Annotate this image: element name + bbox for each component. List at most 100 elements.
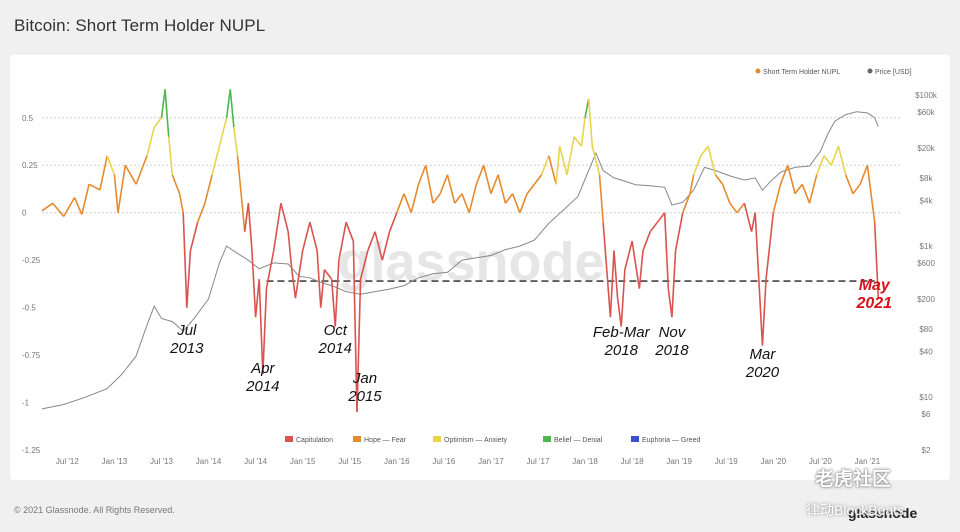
annotation-label: Apr 2014 xyxy=(245,360,279,395)
nupl-segment xyxy=(388,212,398,232)
left-axis-tick: -0.5 xyxy=(22,304,36,313)
nupl-segment xyxy=(403,193,413,213)
annotation-label: Feb-Mar 2018 xyxy=(593,324,651,359)
nupl-segment xyxy=(381,231,391,261)
legend-bottom-label: Optimism — Anxiety xyxy=(444,437,508,444)
nupl-segment xyxy=(642,231,651,251)
nupl-segment xyxy=(638,250,644,289)
nupl-segment xyxy=(721,183,731,204)
nupl-segment xyxy=(135,155,148,185)
nupl-segment xyxy=(367,231,376,251)
nupl-segment xyxy=(254,279,261,318)
nupl-segment xyxy=(356,279,362,413)
nupl-segment xyxy=(482,165,492,194)
nupl-segment xyxy=(624,240,633,270)
nupl-segment xyxy=(786,165,796,194)
chart-title: Bitcoin: Short Term Holder NUPL xyxy=(14,16,266,35)
nupl-segment xyxy=(526,183,535,195)
watermark-cn: 老虎社区 xyxy=(815,469,892,490)
nupl-segment xyxy=(182,212,188,308)
nupl-segment xyxy=(454,193,463,204)
brand-logo-text: glassnode xyxy=(848,505,918,521)
x-axis-tick: Jul '13 xyxy=(150,457,173,466)
nupl-segment xyxy=(754,212,760,280)
annotation-line: Oct xyxy=(324,322,348,339)
center-watermark: glassnode xyxy=(337,232,604,292)
annotation-line: Jul xyxy=(176,322,197,339)
x-axis-tick: Jan '17 xyxy=(478,457,504,466)
left-axis-tick: -0.75 xyxy=(22,351,41,360)
nupl-segment xyxy=(167,136,174,175)
left-axis-tick: 0.5 xyxy=(22,114,34,123)
nupl-segment xyxy=(359,250,369,280)
x-axis-tick: Jan '13 xyxy=(102,457,128,466)
nupl-segment xyxy=(729,202,738,214)
annotation-label: Jul 2013 xyxy=(169,322,204,357)
nupl-segment xyxy=(765,212,775,280)
right-axis-tick: $4k xyxy=(920,197,934,206)
legend-top-label: Price [USD] xyxy=(875,69,912,76)
nupl-segment xyxy=(236,155,242,194)
nupl-segment xyxy=(707,146,717,175)
nupl-segment xyxy=(859,164,869,185)
nupl-segment xyxy=(616,298,623,327)
nupl-segment xyxy=(468,184,478,213)
nupl-segment xyxy=(801,183,811,204)
nupl-segment xyxy=(178,193,184,213)
nupl-segment xyxy=(649,221,659,233)
nupl-segment xyxy=(761,279,767,346)
annotation-line: 2018 xyxy=(604,342,639,359)
nupl-segment xyxy=(410,184,420,213)
nupl-segment xyxy=(461,193,470,213)
chart-panel: glassnode 0.5 0.25 0 -0.25 -0.5 -0.75 -1 -1.25 $1… xyxy=(10,55,950,480)
nupl-segment xyxy=(548,155,557,185)
nupl-segment xyxy=(830,145,840,166)
nupl-segment xyxy=(287,231,293,270)
nupl-segment xyxy=(171,174,181,195)
nupl-segment xyxy=(605,269,612,318)
nupl-segment xyxy=(218,117,228,147)
nupl-segment xyxy=(656,212,666,223)
nupl-segment xyxy=(124,164,137,185)
nupl-segment xyxy=(424,165,434,204)
x-axis-tick: Jul '15 xyxy=(338,457,361,466)
annotation-line: Mar xyxy=(750,346,777,363)
right-axis-tick: $80 xyxy=(919,325,933,334)
nupl-segment xyxy=(164,89,170,137)
annotation-label: Oct 2014 xyxy=(318,322,352,357)
nupl-segment xyxy=(374,231,384,261)
nupl-segment xyxy=(319,269,326,308)
x-axis-tick: Jul '14 xyxy=(244,457,267,466)
copyright-text: © 2021 Glassnode. All Rights Reserved. xyxy=(14,505,175,515)
x-axis-tick: Jul '12 xyxy=(56,457,79,466)
left-axis-tick: 0 xyxy=(22,209,27,218)
legend-top-label: Short Term Holder NUPL xyxy=(763,69,840,76)
nupl-segment xyxy=(396,193,405,213)
annotation-line: Apr xyxy=(250,360,275,377)
annotation-line: May xyxy=(859,277,891,294)
annotation-line: 2021 xyxy=(855,295,892,312)
price-line xyxy=(41,111,879,410)
nupl-segment xyxy=(265,250,275,289)
annotation-line: 2013 xyxy=(169,340,204,357)
nupl-segment xyxy=(323,269,333,280)
nupl-segment xyxy=(866,165,872,194)
nupl-segment xyxy=(558,146,568,175)
nupl-segment xyxy=(243,203,250,232)
nupl-segment xyxy=(301,221,311,251)
annotation-line: 2018 xyxy=(654,342,689,359)
nupl-segment xyxy=(573,136,583,147)
nupl-segment xyxy=(294,250,304,299)
nupl-segment xyxy=(338,222,347,261)
annotation-line: Feb-Mar xyxy=(593,324,651,341)
annotation-line: Nov xyxy=(659,324,687,341)
nupl-segment xyxy=(873,222,880,299)
legend-bottom-label: Hope — Fear xyxy=(364,437,407,444)
annotation-label: May 2021 xyxy=(855,277,892,312)
nupl-segment xyxy=(700,145,709,157)
nupl-segment xyxy=(196,202,206,223)
left-axis-tick: -0.25 xyxy=(22,256,41,265)
nupl-segment xyxy=(511,193,521,213)
nupl-segment xyxy=(674,212,684,251)
nupl-segment xyxy=(88,183,101,191)
